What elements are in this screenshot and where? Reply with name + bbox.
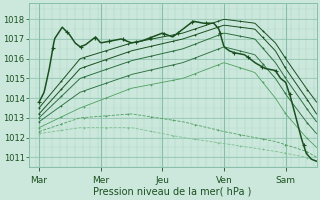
X-axis label: Pression niveau de la mer( hPa ): Pression niveau de la mer( hPa ) (93, 187, 252, 197)
